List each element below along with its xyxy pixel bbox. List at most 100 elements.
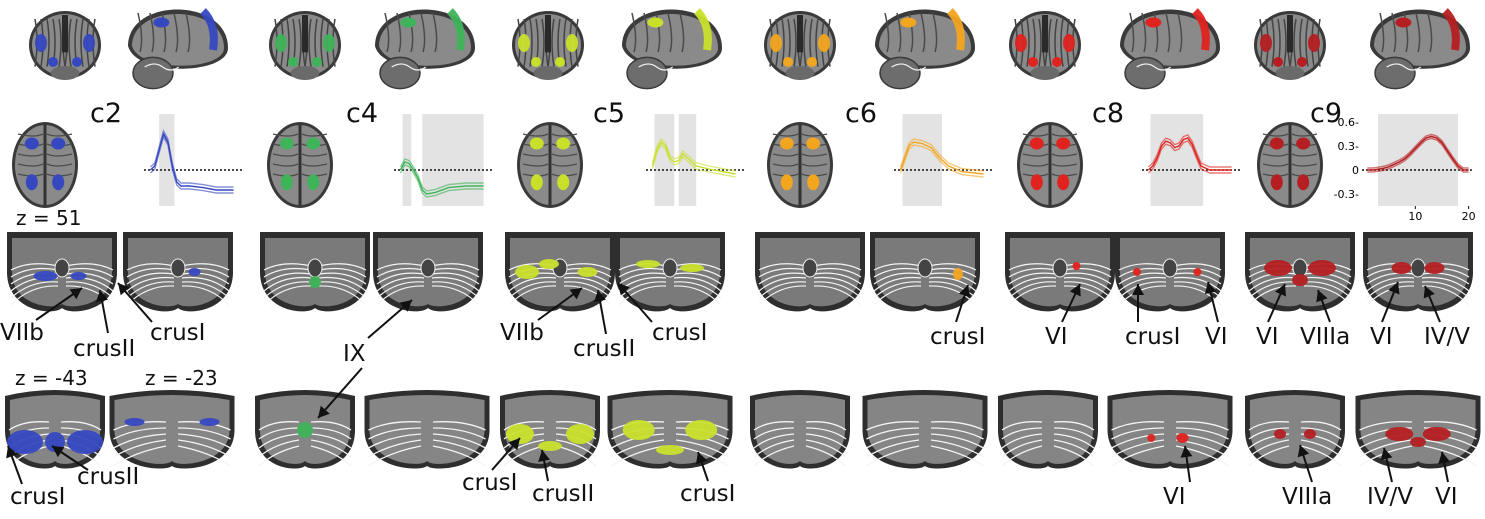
pointer-arrow — [1132, 284, 1144, 322]
sagittal-slice — [375, 8, 475, 90]
cerebellum-slice — [7, 232, 117, 312]
cerebellum-slice — [755, 232, 865, 312]
cerebellum-axial-slice — [998, 390, 1098, 469]
x-tick-label: 10 — [1408, 210, 1422, 223]
cerebellum-axial-slice — [607, 390, 733, 469]
pointer-arrow — [317, 367, 363, 419]
coronal-slice — [1009, 11, 1081, 80]
timecourse-line — [399, 164, 484, 198]
sagittal-slice — [875, 8, 975, 90]
pointer-arrow — [117, 282, 153, 323]
lobule-label: crusII — [77, 464, 140, 490]
component-label-c2: c2 — [90, 98, 123, 129]
timecourse-plot-c6 — [894, 114, 994, 206]
timecourse-line — [899, 141, 984, 175]
lobule-label: crusI — [462, 470, 518, 496]
lobule-label: IV/V — [1424, 324, 1470, 350]
lobule-label: VIIb — [0, 320, 44, 346]
sagittal-slice — [1120, 8, 1220, 90]
pointer-arrow — [1423, 285, 1441, 323]
coronal-slice — [1254, 11, 1326, 80]
timecourse-plot-c2 — [144, 114, 244, 206]
y-tick-label: -0.3- — [1334, 188, 1359, 201]
pointer-arrow — [6, 445, 23, 485]
pointer-arrow — [617, 282, 653, 323]
pointer-arrow — [1297, 444, 1313, 483]
lobule-label: VIIIa — [1300, 324, 1351, 350]
axial-slice — [767, 122, 833, 208]
cerebellum-slice — [1115, 232, 1225, 312]
sagittal-slice — [1370, 8, 1470, 90]
lobule-label: VI — [1370, 324, 1393, 350]
timecourse-plot-c9: 0.6- 0.3- 0 -0.3- 10 20 — [1334, 114, 1476, 223]
coronal-slice — [269, 11, 341, 80]
coronal-slice — [29, 11, 101, 80]
lobule-label: crusI — [930, 324, 986, 350]
pointer-arrow — [537, 287, 583, 321]
cerebellum-slice — [1363, 232, 1473, 312]
timecourse-line — [1147, 134, 1232, 168]
pointer-arrow — [955, 284, 971, 323]
lobule-label: VI — [1045, 324, 1068, 350]
cerebellum-axial-slice — [1355, 390, 1481, 469]
cerebellum-slice — [373, 232, 483, 312]
lobule-label: IX — [343, 341, 366, 367]
timecourse-line — [899, 144, 984, 178]
lobule-label: crusI — [150, 320, 206, 346]
pointer-arrow — [538, 449, 550, 482]
timecourse-line — [1367, 137, 1469, 173]
axial-slice — [1017, 122, 1083, 208]
cerebellum-slice — [260, 232, 370, 312]
axial-slice — [12, 122, 78, 208]
pointer-arrow — [1380, 447, 1393, 483]
cerebellum-axial-slice — [500, 390, 600, 469]
pointer-arrow — [1267, 283, 1286, 323]
pointer-arrow — [96, 289, 109, 334]
lobule-label: crusI — [10, 484, 66, 510]
timecourse-line — [1367, 135, 1469, 171]
lobule-label: VIIb — [500, 320, 544, 346]
axial-slice — [517, 122, 583, 208]
cerebellum-axial-slice — [109, 390, 235, 469]
cerebellum-slice — [615, 232, 725, 312]
coronal-slice — [764, 11, 836, 80]
component-label-c4: c4 — [346, 98, 379, 129]
timecourse-line — [399, 158, 484, 192]
slice-label-z-23: z = -23 — [145, 366, 218, 390]
component-label-c5: c5 — [593, 98, 626, 129]
cerebellum-slice — [505, 232, 615, 312]
cerebellum-slice — [123, 232, 233, 312]
cerebellum-axial-slice — [1245, 390, 1345, 469]
cerebellum-axial-slice — [364, 390, 490, 469]
cerebellum-axial-slice — [750, 390, 850, 469]
timecourse-line — [1147, 140, 1232, 174]
lobule-label: VIIIa — [1282, 484, 1333, 510]
lobule-label: crusII — [73, 336, 136, 362]
y-tick-label: 0.6- — [1338, 116, 1359, 129]
y-tick-label: 0.3- — [1338, 140, 1359, 153]
component-label-c8: c8 — [1092, 98, 1125, 129]
x-tick-label: 20 — [1462, 210, 1476, 223]
cerebellum-slice — [1245, 232, 1355, 312]
component-label-c9: c9 — [1310, 98, 1343, 129]
pointer-arrow — [51, 445, 89, 471]
axial-slice — [1257, 122, 1323, 208]
timecourse-line — [149, 129, 234, 188]
lobule-label: crusI — [1125, 324, 1181, 350]
pointer-arrow — [35, 287, 83, 321]
timecourse-line — [651, 143, 736, 178]
shaded-window — [422, 114, 484, 206]
component-label-c6: c6 — [845, 98, 878, 129]
pointer-arrow — [1316, 289, 1331, 323]
shaded-window — [678, 114, 697, 206]
lobule-label: VI — [1256, 324, 1279, 350]
pointer-arrow — [1438, 451, 1451, 483]
lobule-label: IV/V — [1367, 484, 1413, 510]
timecourse-line — [149, 132, 234, 191]
coronal-slice — [512, 11, 584, 80]
cerebellum-axial-slice — [1107, 390, 1233, 469]
lobule-label: crusII — [532, 481, 595, 507]
shaded-window — [654, 114, 675, 206]
lobule-label: VI — [1205, 324, 1228, 350]
